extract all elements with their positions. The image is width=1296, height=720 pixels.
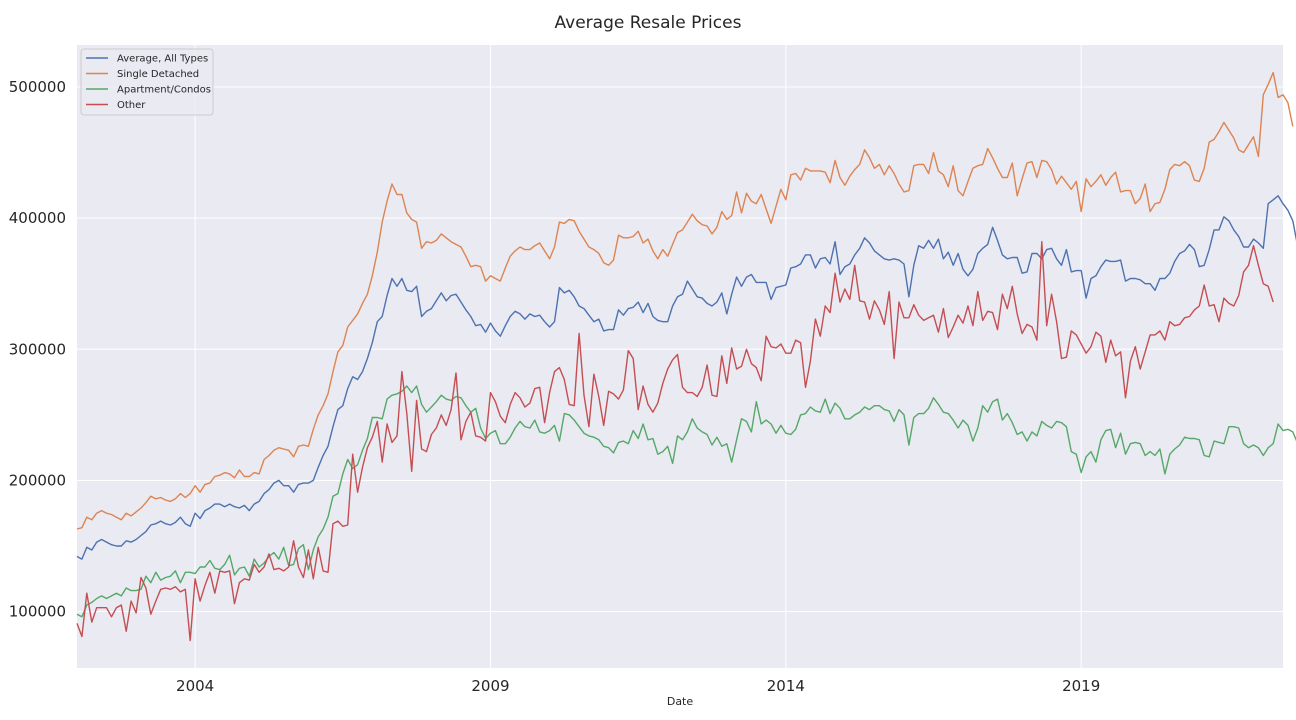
tick-labels: 100000 200000 300000 400000 500000 2004 2009 20…	[9, 78, 1101, 695]
chart-title: Average Resale Prices	[555, 13, 742, 33]
x-axis-label: Date	[667, 695, 694, 708]
series-line-average-all-types	[76, 195, 1296, 560]
legend-label: Apartment/Condos	[117, 85, 211, 96]
x-tick-label: 2004	[176, 677, 214, 695]
legend-label: Single Detached	[117, 69, 199, 80]
y-tick-label: 400000	[9, 209, 66, 227]
legend-label: Average, All Types	[117, 54, 208, 65]
legend-label: Other	[117, 100, 146, 111]
y-tick-label: 500000	[9, 78, 66, 96]
x-tick-label: 2009	[471, 677, 509, 695]
y-tick-label: 300000	[9, 340, 66, 358]
y-tick-label: 200000	[9, 471, 66, 489]
legend: Average, All Types Single Detached Apartme…	[80, 48, 214, 116]
x-tick-label: 2019	[1062, 677, 1100, 695]
series-line-other	[76, 240, 1274, 642]
series-line-apartment-condos	[76, 385, 1296, 618]
series-lines	[76, 71, 1296, 642]
series-line-single-detached	[76, 71, 1294, 530]
x-tick-label: 2014	[767, 677, 805, 695]
y-tick-label: 100000	[9, 603, 66, 621]
plot-background	[77, 45, 1283, 668]
legend-box	[80, 48, 214, 116]
